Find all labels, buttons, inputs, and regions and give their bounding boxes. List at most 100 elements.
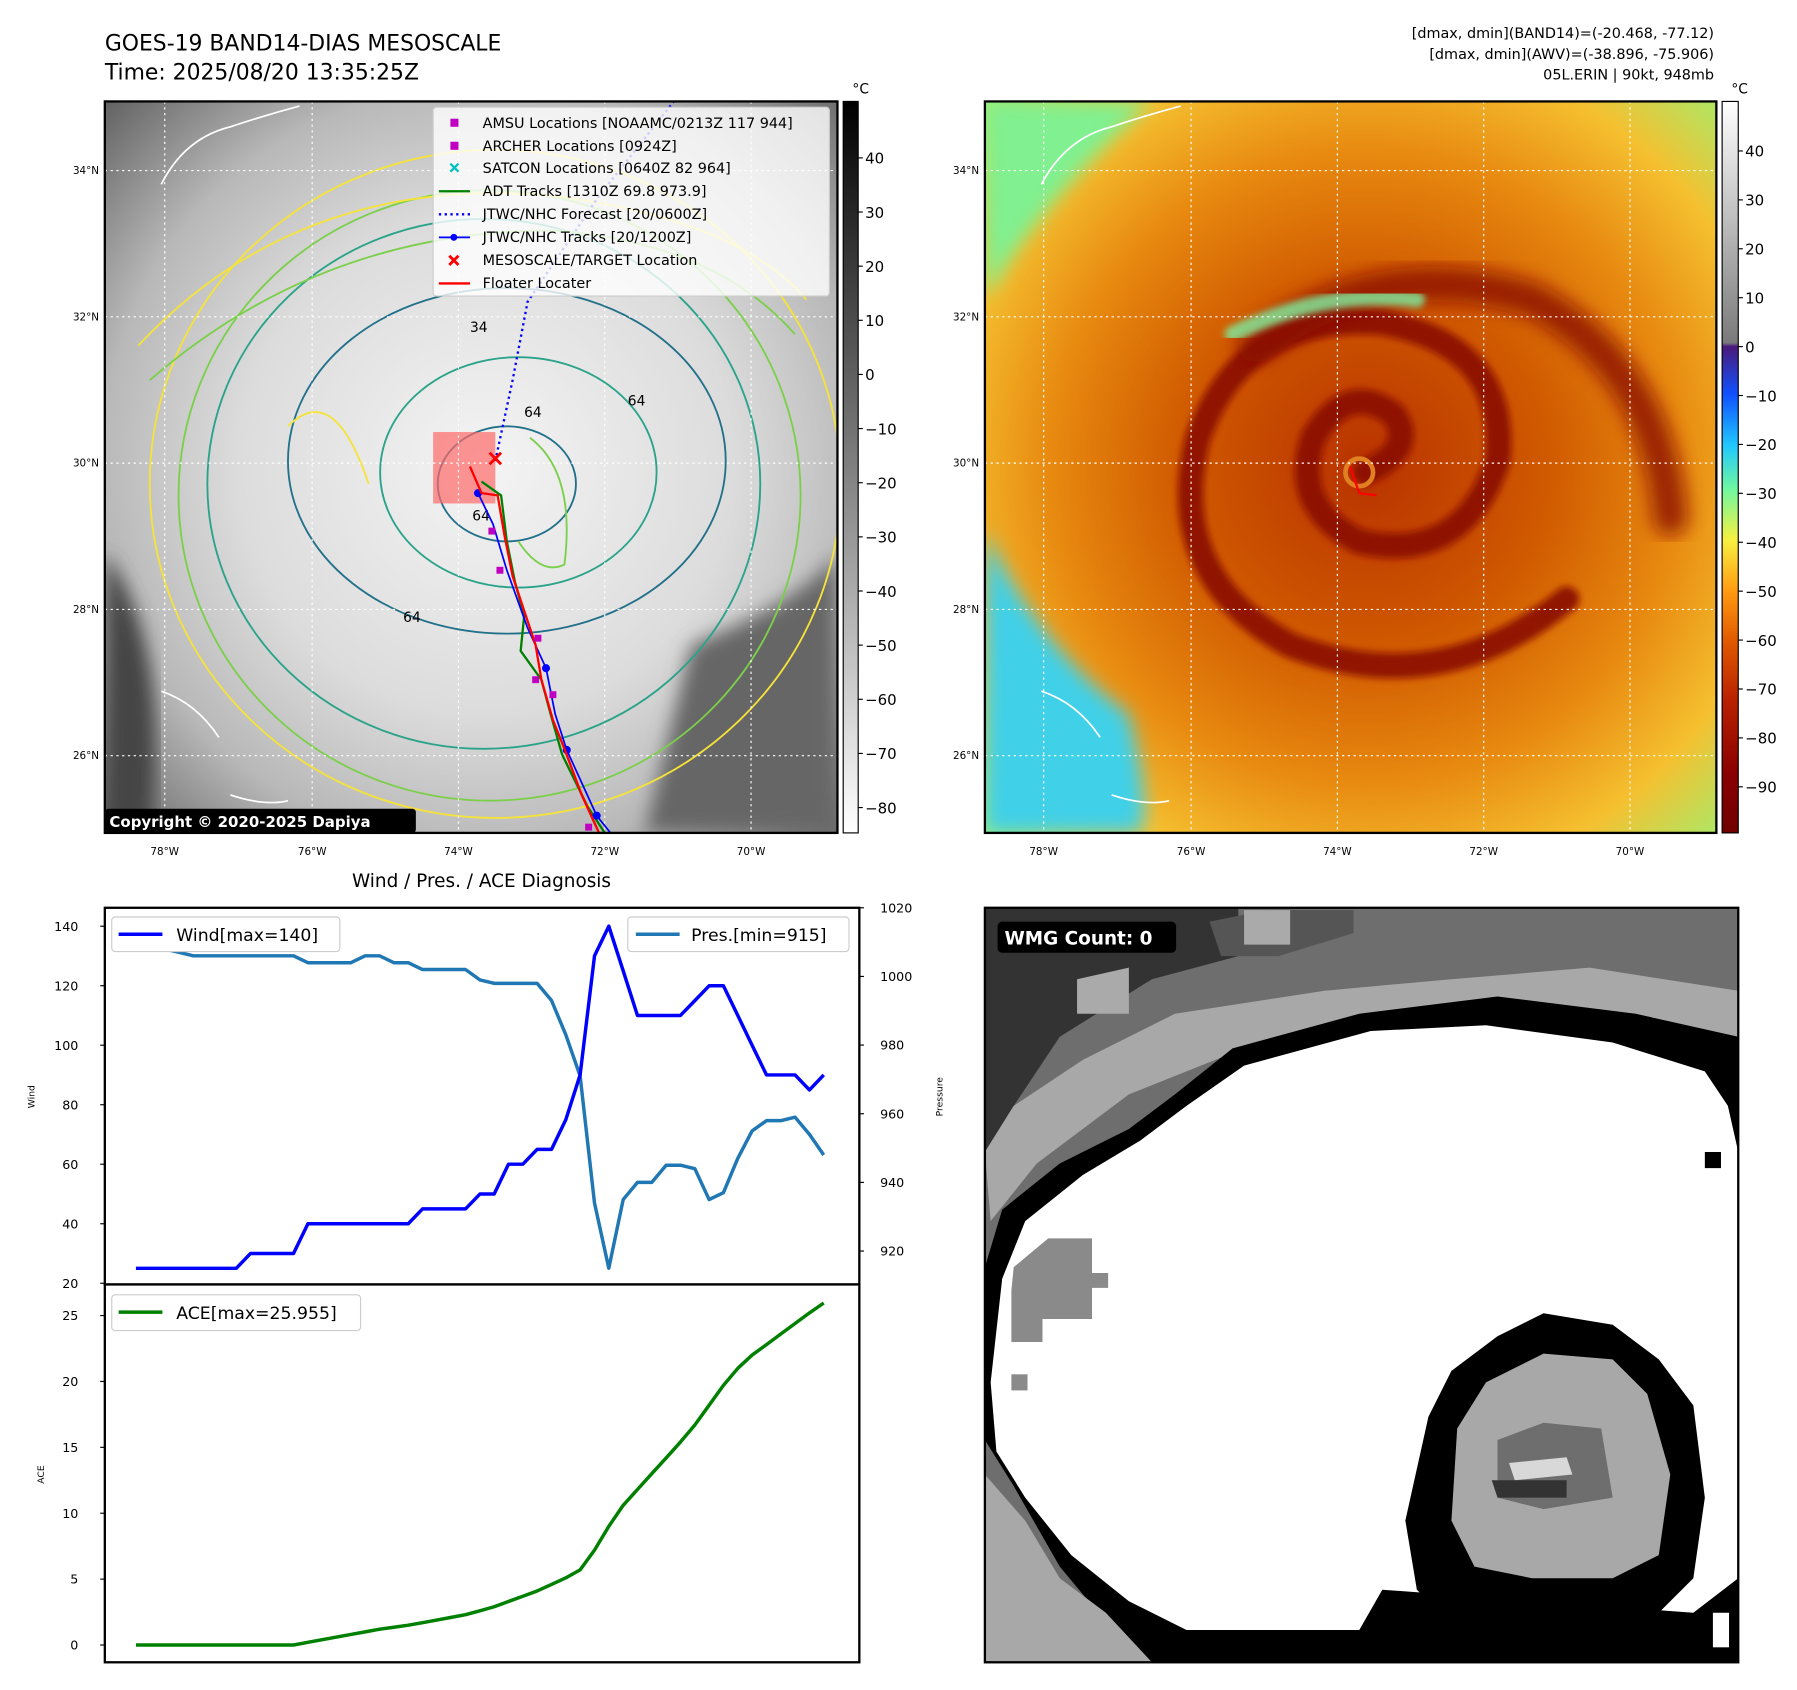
colorbar-gray-tick-label: −40 [865, 583, 897, 601]
pressure-tick-label: 980 [880, 1038, 904, 1053]
legend-archer: ARCHER Locations [0924Z] [483, 139, 677, 155]
colorbar-color [1721, 100, 1739, 834]
colorbar-color-tick-label: −50 [1745, 583, 1777, 601]
colorbar-gray-tick-label: 0 [865, 366, 875, 384]
contour-label: 64 [524, 405, 542, 421]
legend-amsu: AMSU Locations [NOAAMC/0213Z 117 944] [483, 116, 793, 132]
colorbar-color-unit: °C [1731, 81, 1748, 97]
legend-floater: Floater Locater [483, 276, 592, 292]
colorbar-color-tick-label: 0 [1745, 338, 1755, 356]
colorbar-color-tick-label: −90 [1745, 779, 1777, 797]
ace-tick-label: 0 [70, 1638, 78, 1653]
colorbar-gray-tick-label: −70 [865, 745, 897, 763]
lat-tick-label: 28°N [953, 604, 979, 616]
ace-legend: ACE[max=25.955] [111, 1294, 362, 1332]
amsu-archer-markers [488, 527, 593, 831]
colorbar-gray-tick-label: −50 [865, 637, 897, 655]
colorbar-color-tick-label: 40 [1745, 143, 1764, 161]
ace-tick-label: 20 [62, 1374, 78, 1389]
pressure-axis-label: Pressure [934, 1077, 945, 1117]
colorbar-gray-tick-label: −20 [865, 474, 897, 492]
legend-target: MESOSCALE/TARGET Location [483, 253, 698, 269]
pressure-tick-label: 920 [880, 1244, 904, 1259]
adt-track [480, 480, 606, 833]
wind-legend: Wind[max=140] [111, 916, 341, 953]
wmg-count-label: WMG Count: 0 [1004, 929, 1152, 950]
colorbar-color-tick-label: −80 [1745, 730, 1777, 748]
contour-label: 64 [403, 610, 421, 626]
pressure-legend: Pres.[min=915] [627, 916, 850, 953]
lon-tick-label: 72°W [1469, 846, 1498, 858]
wind-tick-label: 100 [54, 1038, 78, 1053]
lat-tick-label: 30°N [73, 458, 99, 470]
wind-axis-label: Wind [27, 1085, 38, 1108]
target-location-marker [488, 451, 503, 466]
lon-tick-label: 78°W [1029, 846, 1058, 858]
colorbar-gray-tick-label: −30 [865, 529, 897, 547]
floater-locator-track [468, 466, 601, 833]
contour-label: 64 [628, 394, 646, 410]
figure-time: Time: 2025/08/20 13:35:25Z [104, 61, 419, 86]
colorbar-gray-tick-label: 10 [865, 312, 884, 330]
awv-map-panel [984, 101, 1717, 833]
colorbar-color-tick-label: −60 [1745, 632, 1777, 650]
colorbar-gray-tick-label: −80 [865, 799, 897, 817]
figure-title: GOES-19 BAND14-DIAS MESOSCALE [105, 32, 502, 57]
lat-tick-label: 30°N [953, 458, 979, 470]
chart-title: Wind / Pres. / ACE Diagnosis [352, 871, 611, 892]
colorbar-color-tick-label: −20 [1745, 436, 1777, 454]
wmg-panel [984, 907, 1739, 1663]
ace-tick-label: 15 [62, 1440, 78, 1455]
lat-tick-label: 32°N [953, 311, 979, 323]
wind-legend-label: Wind[max=140] [176, 926, 318, 946]
colorbar-gray-tick-label: −60 [865, 691, 897, 709]
colorbar-gray-tick-label: 40 [865, 150, 884, 168]
copyright-text: Copyright © 2020-2025 Dapiya [109, 813, 370, 831]
info-awv-range: [dmax, dmin](AWV)=(-38.896, -75.906) [1429, 47, 1714, 63]
wind-tick-label: 120 [54, 978, 78, 993]
ace-axis-label: ACE [36, 1465, 47, 1484]
colorbar-gray-unit: °C [852, 81, 869, 97]
lon-tick-label: 76°W [298, 846, 327, 858]
colorbar-color-tick-label: −30 [1745, 485, 1777, 503]
wind-series-line [135, 924, 825, 1271]
lon-tick-label: 72°W [590, 846, 619, 858]
wind-tick-label: 80 [62, 1097, 78, 1112]
lat-tick-label: 26°N [73, 750, 99, 762]
ace-legend-label: ACE[max=25.955] [176, 1304, 336, 1324]
colorbar-color-tick-label: 20 [1745, 241, 1764, 259]
ace-tick-label: 25 [62, 1308, 78, 1323]
legend-jtwc-tracks: JTWC/NHC Tracks [20/1200Z] [482, 230, 692, 246]
wind-tick-label: 20 [62, 1276, 78, 1291]
pressure-tick-label: 960 [880, 1106, 904, 1121]
colorbar-color-tick-label: −40 [1745, 534, 1777, 552]
lat-tick-label: 32°N [73, 311, 99, 323]
wind-tick-label: 40 [62, 1216, 78, 1231]
lat-tick-label: 34°N [953, 165, 979, 177]
lon-tick-label: 74°W [444, 846, 473, 858]
colorbar-gray-tick-label: −10 [865, 420, 897, 438]
colorbar-color-tick-label: 10 [1745, 289, 1764, 307]
lat-tick-label: 26°N [953, 750, 979, 762]
lon-tick-label: 70°W [1616, 846, 1645, 858]
contour-label: 34 [470, 320, 488, 336]
colorbar-color-tick-label: 30 [1745, 192, 1764, 210]
wind-tick-label: 140 [54, 919, 78, 934]
legend-adt: ADT Tracks [1310Z 69.8 973.9] [483, 184, 707, 200]
pressure-legend-label: Pres.[min=915] [691, 926, 826, 946]
ir-map-panel: 64 64 64 64 34 AMSU Locations [NOAAMC/02… [104, 101, 838, 833]
map-legend: AMSU Locations [NOAAMC/0213Z 117 944] AR… [432, 106, 830, 297]
lon-tick-label: 74°W [1323, 846, 1352, 858]
legend-jtwc-forecast: JTWC/NHC Forecast [20/0600Z] [482, 207, 707, 223]
ace-tick-label: 10 [62, 1506, 78, 1521]
colorbar-color-tick-label: −70 [1745, 681, 1777, 699]
lon-tick-label: 76°W [1177, 846, 1206, 858]
lon-tick-label: 78°W [150, 846, 179, 858]
colorbar-gray [842, 100, 859, 834]
pressure-series-line [135, 919, 826, 1270]
awv-map-grid [984, 101, 1717, 833]
legend-satcon: SATCON Locations [0640Z 82 964] [483, 161, 731, 177]
colorbar-color-tick-label: −10 [1745, 387, 1777, 405]
wind-tick-label: 60 [62, 1157, 78, 1172]
